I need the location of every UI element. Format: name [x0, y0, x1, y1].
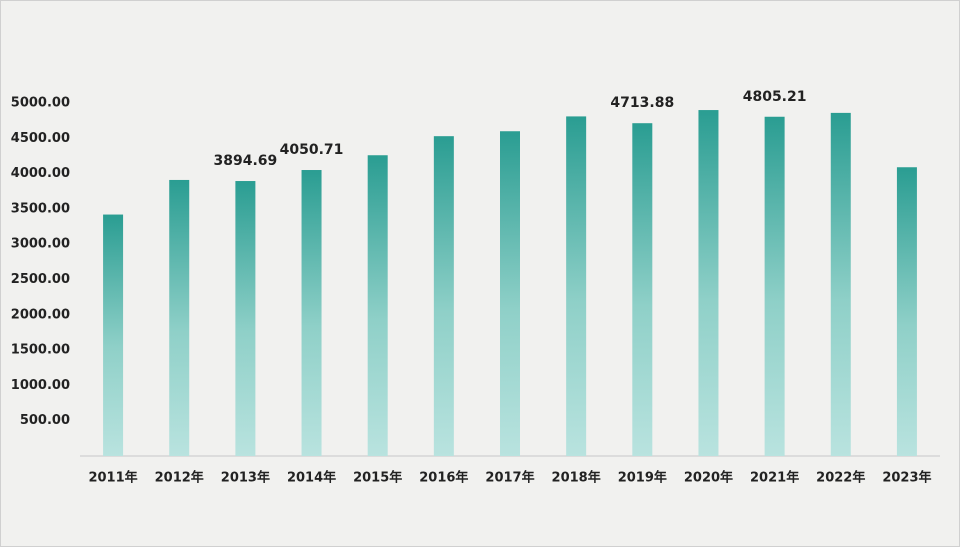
y-tick-label: 3000.00: [11, 237, 70, 252]
x-tick-label: 2017年: [485, 470, 534, 486]
x-tick-label: 2019年: [618, 470, 667, 486]
value-label: 4805.21: [743, 89, 807, 105]
bar: [698, 110, 719, 456]
y-tick-label: 1500.00: [11, 343, 70, 358]
x-tick-label: 2013年: [221, 470, 270, 486]
value-label: 3894.69: [214, 153, 278, 169]
x-tick-label: 2018年: [552, 470, 601, 486]
y-tick-label: 1000.00: [11, 378, 70, 393]
x-tick-label: 2021年: [750, 470, 799, 486]
y-tick-label: 2000.00: [11, 307, 70, 322]
x-tick-label: 2022年: [816, 470, 865, 486]
bar: [103, 214, 124, 456]
bar: [632, 123, 653, 456]
bar: [500, 131, 520, 457]
bar: [433, 136, 454, 456]
bar: [764, 116, 785, 457]
bar: [367, 155, 388, 456]
bar: [896, 167, 917, 456]
value-label: 4713.88: [610, 95, 674, 111]
bar: [169, 179, 190, 457]
y-tick-label: 3500.00: [11, 201, 70, 216]
bar: [301, 170, 322, 456]
x-tick-label: 2016年: [419, 470, 468, 486]
y-tick-label: 2500.00: [11, 272, 70, 287]
y-tick-label: 4500.00: [11, 131, 70, 146]
y-tick-label: 4000.00: [11, 166, 70, 181]
bar: [566, 116, 587, 456]
bar: [235, 181, 256, 456]
y-tick-label: 500.00: [20, 413, 70, 428]
value-label: 4050.71: [280, 142, 344, 158]
x-tick-label: 2012年: [155, 470, 204, 486]
x-tick-label: 2020年: [684, 470, 733, 486]
x-tick-label: 2023年: [882, 470, 931, 486]
bar: [830, 112, 851, 456]
x-tick-label: 2014年: [287, 470, 336, 486]
x-tick-label: 2015年: [353, 470, 402, 486]
x-tick-label: 2011年: [88, 470, 137, 486]
y-tick-label: 5000.00: [11, 96, 70, 111]
